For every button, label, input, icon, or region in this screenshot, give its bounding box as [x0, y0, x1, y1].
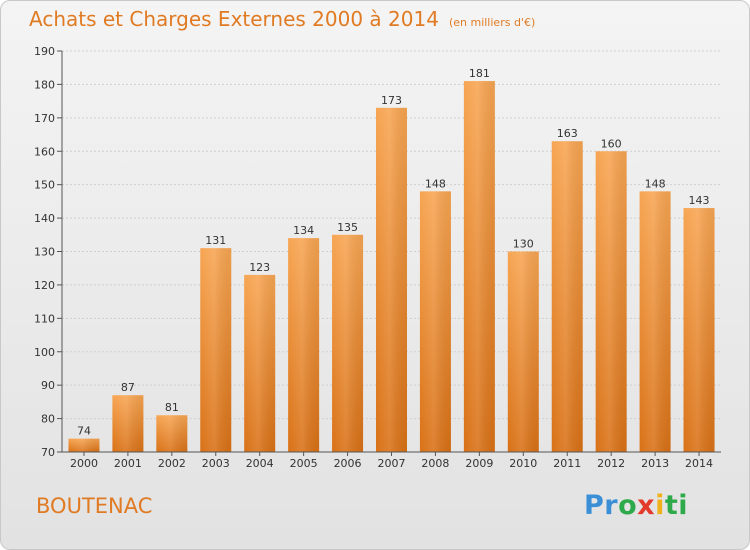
bar-shade: [463, 81, 495, 452]
x-tick-label: 2005: [290, 457, 318, 470]
y-tick-label: 170: [34, 112, 55, 125]
y-tick-label: 120: [34, 279, 55, 292]
logo-part: i: [655, 490, 665, 521]
data-label: 148: [425, 177, 446, 190]
y-tick-label: 70: [41, 446, 55, 459]
y-tick-label: 150: [34, 179, 55, 192]
x-tick-label: 2013: [641, 457, 669, 470]
chart-title: Achats et Charges Externes 2000 à 2014 (e…: [29, 7, 535, 31]
y-tick-label: 160: [34, 145, 55, 158]
bar-shade: [112, 395, 144, 452]
x-tick-label: 2001: [114, 457, 142, 470]
x-tick-label: 2009: [465, 457, 493, 470]
x-tick-label: 2014: [685, 457, 713, 470]
x-tick-label: 2000: [70, 457, 98, 470]
bar-shade: [683, 208, 715, 452]
data-label: 130: [513, 238, 534, 251]
x-tick-label: 2011: [553, 457, 581, 470]
y-tick-label: 100: [34, 346, 55, 359]
data-label: 160: [601, 137, 622, 150]
data-label: 131: [205, 234, 226, 247]
labels: 70 80 90 100 110 120 130 140 150 160 170 180 190 74 20…: [34, 45, 713, 470]
chart-title-text: Achats et Charges Externes 2000 à 2014: [29, 7, 439, 31]
y-tick-label: 80: [41, 413, 55, 426]
bar-shade: [68, 438, 100, 452]
data-label: 87: [121, 381, 135, 394]
data-label: 81: [165, 401, 179, 414]
y-tick-label: 90: [41, 379, 55, 392]
logo-part: Pr: [584, 490, 619, 521]
bar-shade: [288, 238, 320, 452]
y-tick-label: 140: [34, 212, 55, 225]
x-tick-label: 2012: [597, 457, 625, 470]
data-label: 134: [293, 224, 314, 237]
x-tick-label: 2008: [421, 457, 449, 470]
data-label: 163: [557, 127, 578, 140]
bar-shade: [551, 141, 583, 452]
data-label: 123: [249, 261, 270, 274]
data-label: 74: [77, 425, 91, 438]
x-tick-label: 2003: [202, 457, 230, 470]
y-tick-label: 130: [34, 246, 55, 259]
y-tick-label: 110: [34, 312, 55, 325]
bar-shade: [332, 234, 364, 452]
logo-part: ti: [664, 490, 689, 521]
bar-shade: [200, 248, 232, 452]
data-label: 181: [469, 67, 490, 80]
bar-shade: [595, 151, 627, 452]
axes: [57, 50, 721, 456]
logo-part: x: [637, 490, 656, 521]
bar-shade: [507, 251, 539, 452]
proxiti-logo[interactable]: Proxiti: [584, 490, 688, 521]
data-label: 143: [689, 194, 710, 207]
data-label: 148: [645, 177, 666, 190]
y-tick-label: 180: [34, 78, 55, 91]
data-label: 135: [337, 221, 358, 234]
bars: [68, 81, 715, 452]
x-tick-label: 2006: [334, 457, 362, 470]
data-label: 173: [381, 94, 402, 107]
x-tick-label: 2007: [378, 457, 406, 470]
x-tick-label: 2002: [158, 457, 186, 470]
x-tick-label: 2004: [246, 457, 274, 470]
bar-shade: [376, 107, 407, 452]
chart-subtitle: (en milliers d'€): [448, 16, 536, 29]
bar-shade: [639, 191, 671, 452]
y-tick-label: 190: [34, 45, 55, 58]
bar-shade: [244, 274, 276, 452]
place-name: BOUTENAC: [36, 494, 153, 518]
bar-shade: [156, 415, 188, 452]
x-tick-label: 2010: [509, 457, 537, 470]
bar-shade: [419, 191, 451, 452]
logo-part: o: [618, 490, 638, 521]
